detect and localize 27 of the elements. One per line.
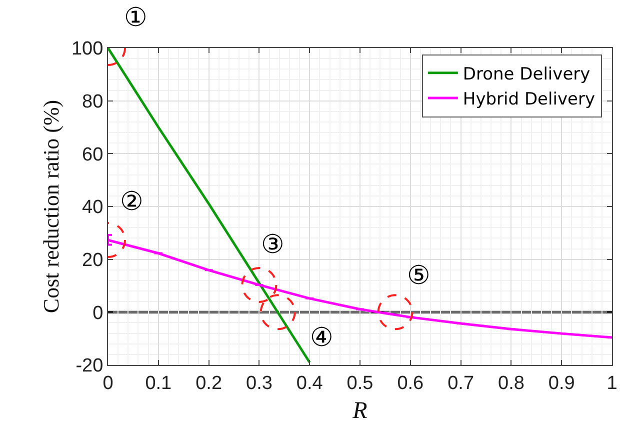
x-tick-label: 0.1 xyxy=(145,372,172,394)
x-tick-label: 0.6 xyxy=(397,372,424,394)
annotation: ⑤ xyxy=(407,261,430,291)
x-tick-label: 1 xyxy=(606,372,618,394)
annotation: ④ xyxy=(310,323,334,353)
y-axis-title: Cost reduction ratio (%) xyxy=(38,100,64,314)
x-tick-label: 0.9 xyxy=(548,372,575,394)
y-tick-label: 40 xyxy=(82,197,104,218)
x-tick-label: 0.5 xyxy=(346,372,374,394)
legend-label: Hybrid Delivery xyxy=(462,90,596,110)
legend-label: Drone Delivery xyxy=(462,64,590,85)
x-tick-label: 0.8 xyxy=(498,372,524,394)
annotation: ① xyxy=(124,3,148,33)
y-tick-label: 100 xyxy=(71,38,104,60)
x-tick-label: 0.3 xyxy=(246,372,272,394)
y-tick-label: 60 xyxy=(82,144,104,166)
y-tick-label: -20 xyxy=(76,356,104,377)
x-tick-label: 0.2 xyxy=(196,372,222,394)
x-tick-label: 0.4 xyxy=(296,372,324,394)
line-series xyxy=(108,48,311,364)
annotation: ② xyxy=(120,187,144,217)
y-tick-label: 20 xyxy=(82,250,104,271)
annotation: ③ xyxy=(261,230,284,260)
y-tick-label: 0 xyxy=(92,302,104,324)
x-axis-title: R xyxy=(352,398,368,424)
y-tick-label: 80 xyxy=(82,91,104,112)
x-tick-label: 0.7 xyxy=(448,372,474,394)
